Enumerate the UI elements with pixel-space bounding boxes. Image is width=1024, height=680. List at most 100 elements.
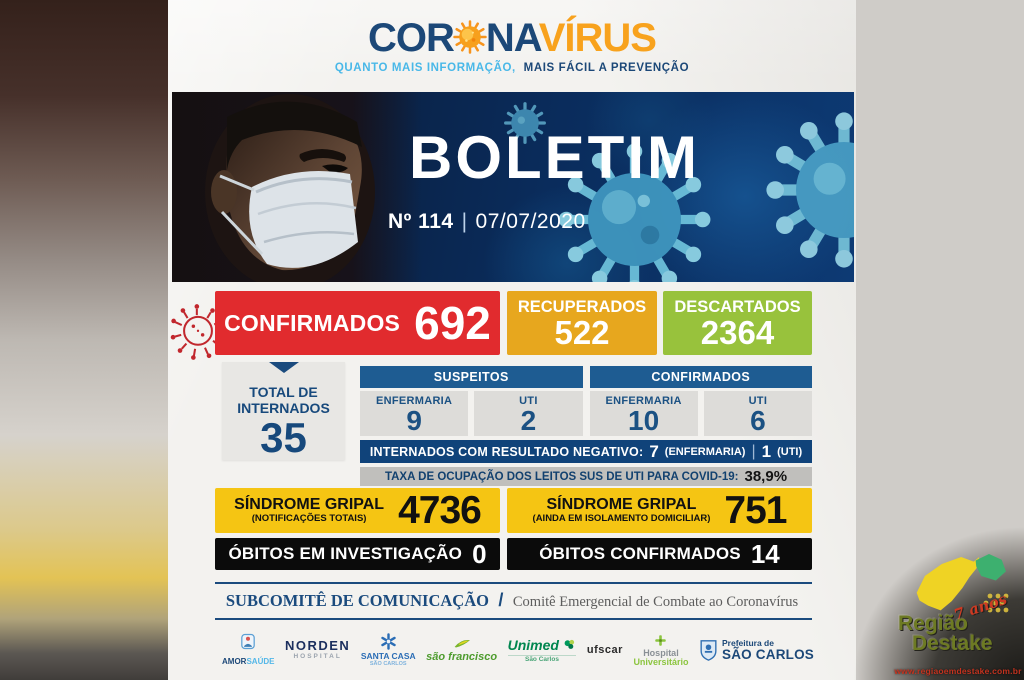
cell-value: 6 (750, 405, 766, 436)
suspeitos-group: ENFERMARIA 9 UTI 2 (360, 391, 583, 436)
banner-title: BOLETIM (409, 124, 700, 191)
santa-casa-icon (381, 633, 396, 650)
obitos-label: ÓBITOS CONFIRMADOS (539, 544, 741, 563)
partner-label: SÃO CARLOS (369, 660, 407, 667)
cell-value: 10 (628, 405, 660, 436)
flu-text: SÍNDROME GRIPAL (NOTIFICAÇÕES TOTAIS) (234, 496, 385, 524)
logo-amorsaude: AMORSAÚDE (222, 633, 274, 668)
coronavirus-logo: COR (168, 18, 856, 58)
logo-sao-francisco: são francisco (426, 637, 497, 663)
occupancy-value: 38,9% (744, 468, 788, 485)
obitos-label: ÓBITOS EM INVESTIGAÇÃO (228, 544, 463, 563)
virus-sun-icon (452, 19, 488, 55)
partner-label: Unimed (507, 636, 559, 653)
recuperados-value: 522 (554, 313, 610, 351)
bulletin-date: 07/07/2020 (475, 210, 586, 233)
confirmados-group: ENFERMARIA 10 UTI 6 (589, 391, 812, 436)
flu-title: SÍNDROME GRIPAL (234, 496, 385, 514)
partner-label: HOSPITAL (293, 653, 342, 661)
flu-value: 751 (724, 488, 787, 532)
sao-paulo-map-icon (916, 554, 1009, 613)
logo-prefeitura: Prefeitura de SÃO CARLOS (699, 639, 814, 661)
partner-label: SÃO CARLOS (721, 646, 814, 662)
large-virus-icon (558, 143, 711, 282)
partner-label: SAÚDE (246, 656, 275, 666)
cell-value: 2 (520, 405, 537, 436)
cell-confirmados-enfermaria: ENFERMARIA 10 (589, 391, 698, 436)
sindrome-gripal-total-box: SÍNDROME GRIPAL (NOTIFICAÇÕES TOTAIS) 47… (215, 488, 500, 533)
logo-norden: NORDEN HOSPITAL (285, 639, 350, 661)
cell-suspeitos-uti: UTI 2 (474, 391, 583, 436)
negative-prefix: INTERNADOS COM RESULTADO NEGATIVO: (369, 444, 644, 459)
unimed-icon (565, 639, 575, 649)
partner-label: são francisco (426, 651, 498, 663)
descartados-box: DESCARTADOS 2364 (663, 291, 812, 355)
recuperados-box: RECUPERADOS 522 (507, 291, 657, 355)
watermark: 7 anos Região Destake www.regiaoemdestak… (894, 554, 1022, 676)
confirmados-value: 692 (414, 297, 491, 349)
brand-tagline: QUANTO MAIS INFORMAÇÃO, MAIS FÁCIL A PRE… (168, 62, 856, 74)
cell-suspeitos-enfermaria: ENFERMARIA 9 (360, 391, 469, 436)
watermark-url: www.regiaoemdestake.com.br (894, 666, 1022, 676)
watermark-name-line1: Região (898, 612, 969, 635)
logo-text-virus: VÍRUS (538, 16, 657, 60)
partner-logos: AMORSAÚDE NORDEN HOSPITAL SANTA CASA SÃO… (222, 628, 814, 672)
committee-description: Comitê Emergencial de Combate ao Coronav… (512, 594, 799, 610)
partner-label: ufscar (586, 643, 623, 656)
prefeitura-crest-icon (700, 640, 717, 661)
edge-virus-icon (766, 112, 854, 268)
cell-value: 9 (406, 405, 422, 436)
partner-label: São Carlos (507, 654, 577, 664)
partner-label: AMOR (222, 656, 247, 666)
partner-label: Universitário (633, 656, 689, 667)
partner-label: SANTA CASA (360, 651, 416, 661)
cell-confirmados-uti: UTI 6 (703, 391, 812, 436)
occupancy-label: TAXA DE OCUPAÇÃO DOS LEITOS SUS DE UTI P… (384, 470, 739, 483)
recuperados-label: RECUPERADOS (517, 297, 647, 316)
negative-value-enfermaria: 7 (649, 441, 659, 461)
committee-line: SUBCOMITÊ DE COMUNICAÇÃO / Comitê Emerge… (168, 590, 856, 611)
watermark-name-line2: Destake (912, 631, 993, 655)
hospital-universitario-icon (655, 634, 667, 646)
subtitle-separator: | (461, 210, 468, 233)
sao-francisco-icon (454, 639, 470, 648)
total-label-line2: INTERNADOS (237, 400, 330, 417)
flu-value: 4736 (398, 488, 482, 532)
header-confirmados: CONFIRMADOS (589, 366, 812, 388)
partner-label: NORDEN (284, 638, 351, 654)
small-virus-icon (504, 102, 546, 144)
obitos-value: 0 (472, 538, 487, 569)
cell-label: UTI (519, 395, 538, 407)
watermark-name: Região Destake (898, 612, 993, 655)
total-label-line1: TOTAL DE (249, 384, 318, 400)
negative-label-enfermaria: (ENFERMARIA) (664, 445, 746, 458)
committee-separator: / (498, 590, 504, 610)
total-internados-value: 35 (260, 414, 307, 462)
negative-separator: | (751, 442, 756, 460)
logo-text-cor: COR (368, 16, 455, 60)
tagline-light: QUANTO MAIS INFORMAÇÃO, (334, 62, 516, 74)
flu-subtitle: (NOTIFICAÇÕES TOTAIS) (251, 512, 367, 524)
amorsaude-icon (241, 633, 256, 649)
hospitalization-table: SUSPEITOS CONFIRMADOS ENFERMARIA 9 UTI 2… (360, 366, 812, 486)
cell-label: UTI (748, 395, 768, 407)
obitos-investigacao-box: ÓBITOS EM INVESTIGAÇÃO 0 (215, 538, 500, 570)
divider-top (215, 582, 812, 584)
flu-title: SÍNDROME GRIPAL (546, 496, 697, 514)
confirmados-label: CONFIRMADOS (224, 309, 401, 336)
committee-name: SUBCOMITÊ DE COMUNICAÇÃO (225, 591, 489, 610)
background-blur-left (0, 0, 168, 680)
tagline-bold: MAIS FÁCIL A PREVENÇÃO (523, 62, 690, 74)
logo-hospital-universitario: Hospital Universitário (633, 634, 688, 667)
logo-text-na: NA (485, 16, 540, 60)
descartados-value: 2364 (700, 313, 775, 351)
table-header-row: SUSPEITOS CONFIRMADOS (360, 366, 812, 388)
cell-label: ENFERMARIA (605, 395, 682, 407)
cell-label: ENFERMARIA (375, 395, 453, 407)
negative-results-band: INTERNADOS COM RESULTADO NEGATIVO: 7 (EN… (360, 440, 812, 463)
bulletin-number: Nº 114 (388, 210, 454, 233)
header-suspeitos: SUSPEITOS (360, 366, 583, 388)
partner-label: Hospital (643, 647, 679, 658)
table-cells-row: ENFERMARIA 9 UTI 2 ENFERMARIA 10 UTI 6 (360, 391, 812, 436)
